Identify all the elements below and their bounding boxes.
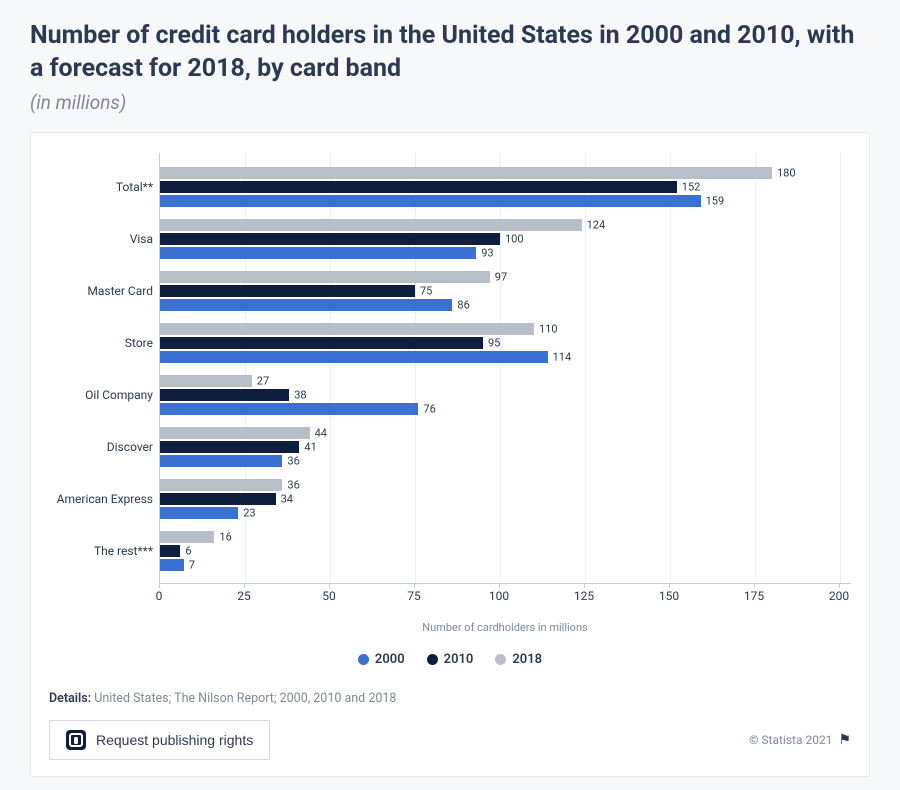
gridline — [330, 153, 331, 583]
bar — [160, 455, 282, 467]
bar — [160, 323, 534, 335]
bar-value-label: 36 — [287, 455, 299, 468]
x-tick: 0 — [156, 589, 163, 603]
bar — [160, 195, 701, 207]
bar — [160, 493, 276, 505]
gridline — [585, 153, 586, 583]
chart-card: Total** Visa Master Card Store Oil Company Di… — [30, 132, 870, 777]
legend-item[interactable]: 2000 — [358, 652, 405, 667]
bar — [160, 271, 490, 283]
details-label: Details: — [49, 691, 91, 706]
bar-value-label: 16 — [219, 531, 231, 544]
bar-value-label: 34 — [281, 493, 293, 506]
x-tick: 150 — [659, 589, 679, 603]
bar-value-label: 86 — [457, 299, 469, 312]
request-publishing-rights-button[interactable]: Request publishing rights — [49, 720, 270, 760]
copyright-text: © Statista 2021 — [749, 733, 832, 747]
bar-value-label: 7 — [189, 559, 195, 572]
flag-icon[interactable]: ⚑ — [838, 732, 851, 748]
bar — [160, 441, 299, 453]
x-axis-label: Number of cardholders in millions — [159, 621, 851, 634]
x-tick: 200 — [829, 589, 849, 603]
chart-area: Total** Visa Master Card Store Oil Company Di… — [49, 153, 851, 583]
legend-swatch — [358, 654, 369, 665]
bar — [160, 247, 476, 259]
bar — [160, 531, 214, 543]
bar — [160, 403, 418, 415]
category-label: Oil Company — [85, 388, 153, 402]
gridline — [840, 153, 841, 583]
bar-value-label: 27 — [257, 375, 269, 388]
bar-value-label: 100 — [505, 233, 524, 246]
bar-value-label: 110 — [539, 323, 558, 336]
bar — [160, 507, 238, 519]
x-tick: 125 — [574, 589, 594, 603]
details-text: United States; The Nilson Report; 2000, … — [94, 691, 396, 706]
bar — [160, 285, 415, 297]
page-title: Number of credit card holders in the Uni… — [30, 20, 870, 85]
gridline — [755, 153, 756, 583]
rights-button-label: Request publishing rights — [96, 732, 253, 748]
legend-item[interactable]: 2010 — [427, 652, 474, 667]
x-tick: 75 — [407, 589, 421, 603]
bar-value-label: 41 — [304, 441, 316, 454]
bar-value-label: 38 — [294, 389, 306, 402]
bar-value-label: 97 — [495, 271, 507, 284]
category-label: American Express — [57, 492, 153, 506]
x-tick: 100 — [489, 589, 509, 603]
legend-label: 2000 — [375, 652, 405, 667]
bar-value-label: 36 — [287, 479, 299, 492]
x-tick: 175 — [744, 589, 764, 603]
bar-value-label: 152 — [682, 181, 701, 194]
bar — [160, 351, 548, 363]
category-label: The rest*** — [94, 544, 153, 558]
bar — [160, 233, 500, 245]
x-tick: 25 — [237, 589, 251, 603]
category-label: Discover — [107, 440, 153, 454]
category-label: Total** — [116, 180, 153, 194]
bar — [160, 545, 180, 557]
bar-value-label: 124 — [587, 219, 606, 232]
bar-value-label: 95 — [488, 337, 500, 350]
page-subtitle: (in millions) — [30, 91, 870, 114]
copyright: © Statista 2021 ⚑ — [749, 732, 851, 748]
bar — [160, 181, 677, 193]
bar-value-label: 23 — [243, 507, 255, 520]
bar-value-label: 114 — [553, 351, 572, 364]
bar-value-label: 76 — [423, 403, 435, 416]
category-label: Master Card — [87, 284, 153, 298]
x-axis: 0 25 50 75 100 125 150 175 200 — [159, 583, 851, 619]
gridline — [670, 153, 671, 583]
bar-value-label: 44 — [315, 427, 327, 440]
legend-swatch — [427, 654, 438, 665]
x-tick: 50 — [322, 589, 336, 603]
bar — [160, 479, 282, 491]
gridline — [500, 153, 501, 583]
bar-value-label: 93 — [481, 247, 493, 260]
category-label: Store — [125, 336, 153, 350]
legend-label: 2018 — [512, 652, 542, 667]
bar — [160, 375, 252, 387]
gridline — [415, 153, 416, 583]
details-line: Details: United States; The Nilson Repor… — [49, 691, 851, 706]
bar — [160, 299, 452, 311]
bar-value-label: 180 — [777, 167, 796, 180]
bar-value-label: 159 — [706, 195, 725, 208]
legend-item[interactable]: 2018 — [495, 652, 542, 667]
bar — [160, 167, 772, 179]
bar-value-label: 6 — [185, 545, 191, 558]
bar — [160, 219, 582, 231]
bar — [160, 559, 184, 571]
bar — [160, 337, 483, 349]
bar — [160, 389, 289, 401]
bar — [160, 427, 310, 439]
category-label: Visa — [130, 232, 153, 246]
rights-icon — [66, 730, 86, 750]
legend: 2000 2010 2018 — [49, 652, 851, 667]
legend-swatch — [495, 654, 506, 665]
bar-value-label: 75 — [420, 285, 432, 298]
legend-label: 2010 — [444, 652, 474, 667]
